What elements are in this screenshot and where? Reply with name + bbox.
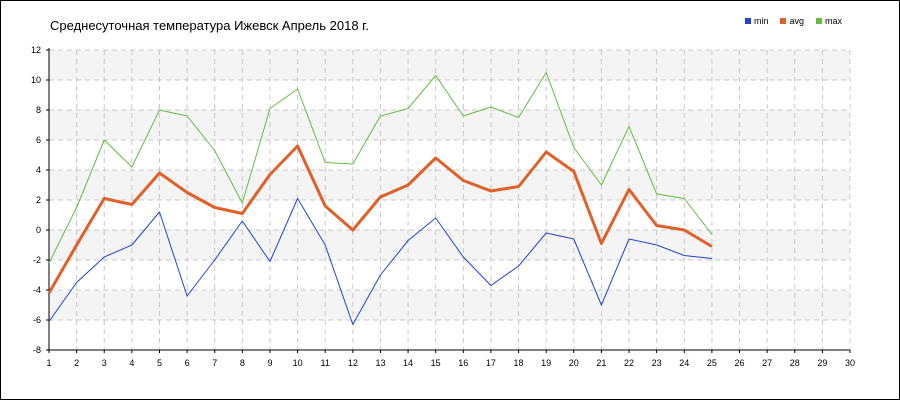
- plot-band: [49, 110, 850, 140]
- x-tick-label: 8: [240, 358, 245, 368]
- x-tick-label: 11: [321, 358, 330, 368]
- series-line-avg: [47, 144, 713, 294]
- x-tick-label: 1: [46, 358, 51, 368]
- x-axis-ticks: 1 2 3 4 5 6 7 8 9 10 11 12 13 14 15 16 17 18 19 20 21 22 23 24 2…: [46, 350, 855, 368]
- x-tick-label: 7: [212, 358, 217, 368]
- x-tick-label: 10: [293, 358, 303, 368]
- x-tick-label: 13: [375, 358, 385, 368]
- y-axis-ticks: -8 -6 -4 -2 0 2 4 6 8 10 12: [31, 45, 49, 355]
- legend-label-avg: avg: [789, 16, 804, 26]
- legend: min avg max: [744, 16, 842, 26]
- x-tick-label: 28: [790, 358, 800, 368]
- y-tick-label: 12: [31, 45, 41, 55]
- legend-swatch-max: [815, 18, 822, 24]
- plot-band: [49, 170, 850, 200]
- x-tick-label: 14: [403, 358, 413, 368]
- legend-swatch-avg: [780, 18, 787, 24]
- x-tick-label: 23: [652, 358, 662, 368]
- series-lines: [47, 72, 713, 325]
- x-tick-label: 25: [707, 358, 717, 368]
- x-tick-label: 21: [596, 358, 606, 368]
- x-tick-label: 5: [157, 358, 162, 368]
- y-tick-label: -4: [33, 285, 41, 295]
- y-tick-label: -8: [33, 345, 41, 355]
- chart-title: Среднесуточная температура Ижевск Апрель…: [50, 18, 369, 33]
- x-tick-label: 26: [735, 358, 745, 368]
- y-tick-label: 2: [36, 195, 41, 205]
- y-tick-label: 6: [36, 135, 41, 145]
- x-tick-label: 3: [102, 358, 107, 368]
- x-tick-label: 20: [569, 358, 579, 368]
- axes: [48, 48, 850, 351]
- legend-label-min: min: [753, 16, 769, 26]
- legend-label-max: max: [824, 16, 842, 26]
- y-tick-label: 10: [31, 75, 41, 85]
- plot-bands: [49, 50, 850, 320]
- x-tick-label: 6: [185, 358, 190, 368]
- x-tick-label: 15: [431, 358, 441, 368]
- y-tick-label: 4: [36, 165, 41, 175]
- plot-band: [49, 290, 850, 320]
- y-tick-label: 8: [36, 105, 41, 115]
- grid-lines: [48, 49, 851, 351]
- x-tick-label: 29: [817, 358, 827, 368]
- y-tick-label: -2: [33, 255, 41, 265]
- x-tick-label: 17: [486, 358, 496, 368]
- legend-item-avg: avg: [780, 16, 804, 26]
- series-line-max: [48, 72, 713, 264]
- y-tick-label: -6: [33, 315, 41, 325]
- x-tick-label: 18: [514, 358, 524, 368]
- legend-item-max: max: [815, 16, 842, 26]
- x-tick-label: 19: [541, 358, 551, 368]
- legend-item-min: min: [744, 16, 769, 26]
- plot-band: [49, 50, 850, 80]
- x-tick-label: 12: [348, 358, 358, 368]
- x-tick-label: 24: [679, 358, 689, 368]
- y-tick-label: 0: [36, 225, 41, 235]
- series-line-min: [48, 198, 712, 325]
- x-tick-label: 2: [74, 358, 79, 368]
- legend-swatch-min: [744, 18, 751, 24]
- x-tick-label: 4: [129, 358, 134, 368]
- x-tick-label: 16: [458, 358, 468, 368]
- x-tick-label: 27: [762, 358, 772, 368]
- plot-band: [49, 230, 850, 260]
- x-tick-label: 30: [845, 358, 855, 368]
- x-tick-label: 9: [267, 358, 272, 368]
- x-tick-label: 22: [624, 358, 634, 368]
